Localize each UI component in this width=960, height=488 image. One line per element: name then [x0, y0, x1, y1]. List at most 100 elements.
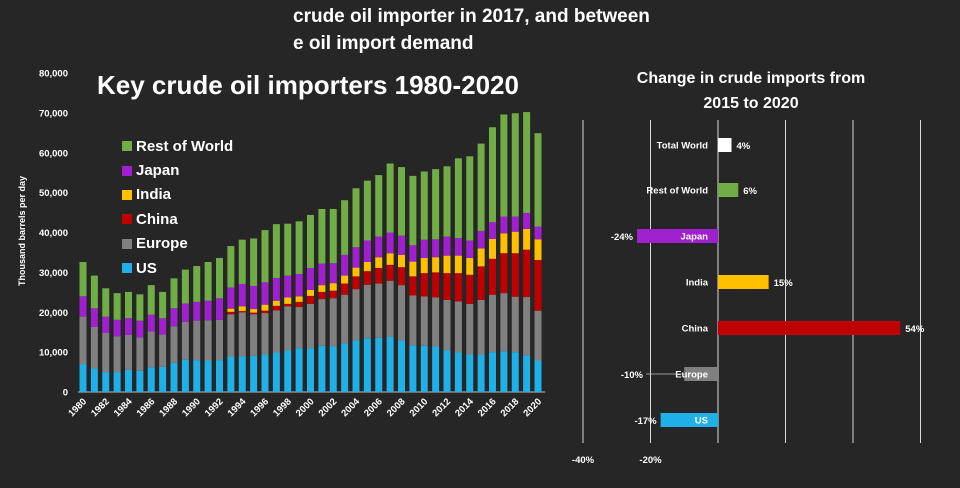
y-tick-label: 10,000	[39, 348, 68, 359]
x-tick-label: 2016	[476, 396, 499, 419]
bar-india-2006	[375, 257, 383, 268]
bar-rest-of-world-2010	[420, 171, 428, 240]
x-tick-label: 2002	[317, 396, 340, 419]
bar-us-1987	[159, 366, 167, 392]
header-line-2: e oil import demand	[293, 33, 474, 54]
bar-rest-of-world-1993	[227, 246, 235, 288]
bar-europe-2011	[432, 297, 440, 347]
value-label: -10%	[621, 370, 644, 381]
legend-swatch	[122, 141, 132, 152]
legend-swatch	[122, 189, 132, 200]
bar-india-1997	[272, 300, 280, 306]
bar-rest-of-world-1995	[250, 238, 258, 286]
bar-china-2013	[454, 273, 462, 302]
bar-us-1984	[125, 369, 132, 392]
bar-europe-2008	[398, 285, 405, 341]
bar-europe-2017	[500, 293, 508, 352]
bar-china-2005	[363, 271, 371, 285]
bar-rest-of-world-2012	[443, 166, 451, 237]
bar-us-2014	[466, 354, 474, 392]
bar-china-1998	[284, 303, 292, 307]
bar-rest-of-world-2007	[386, 163, 394, 233]
bar-europe-1984	[125, 334, 132, 370]
bar-us-1994	[238, 356, 246, 392]
bar-india-2016	[489, 238, 496, 259]
bar-us-1999	[295, 348, 303, 392]
bar-europe-1994	[238, 312, 246, 357]
bar-us-2004	[352, 340, 360, 392]
category-label: Rest of World	[646, 186, 708, 197]
bar-china-1995	[250, 312, 258, 315]
bar-us-2019	[523, 355, 531, 392]
bar-china-2017	[500, 253, 508, 294]
legend: Rest of World Japan India China Europe US	[122, 134, 233, 280]
bar-rest-of-world-2000	[307, 214, 314, 268]
bar-japan-1988	[170, 308, 178, 327]
bar-europe-2009	[409, 295, 417, 346]
bar-europe-1995	[250, 314, 258, 356]
legend-item: China	[122, 207, 233, 231]
legend-label: India	[136, 186, 172, 204]
x-tick-label: 1990	[180, 396, 203, 419]
bar-europe-1983	[113, 336, 121, 373]
bar-rest-of-world-1999	[295, 221, 303, 274]
bar-us-1993	[227, 356, 235, 392]
x-tick-label: 1988	[157, 396, 180, 419]
legend-item: India	[122, 183, 233, 207]
bar-us-2015	[477, 354, 485, 392]
bar-japan-2000	[307, 267, 314, 290]
bar-india-2017	[500, 233, 508, 254]
bar-india-1993	[227, 308, 235, 312]
bar-india-1998	[284, 297, 292, 304]
bar-rest-of-world-2015	[477, 143, 485, 231]
x-tick-label: 2004	[339, 396, 362, 419]
bar-rest-of-world-1982	[102, 288, 110, 317]
bar-india-2020	[534, 239, 542, 261]
bar-china-2006	[375, 267, 383, 284]
bar-us-2010	[420, 345, 428, 392]
category-label: China	[682, 324, 709, 335]
bar-europe	[684, 367, 718, 381]
right-chart-title: Change in crude imports from 2015 to 202…	[600, 66, 902, 116]
bar-us-2005	[363, 338, 371, 392]
value-label: -24%	[611, 232, 634, 243]
bar-rest-of-world-2002	[329, 208, 337, 264]
bar-china-2007	[386, 264, 394, 281]
legend-label: Japan	[136, 162, 180, 180]
bar-europe-2020	[534, 310, 542, 361]
bar-us-2001	[318, 345, 326, 392]
bar-us-2000	[307, 348, 314, 392]
bar-india-1994	[238, 306, 246, 312]
bar-europe-1997	[272, 310, 280, 353]
bar-us-1990	[193, 360, 201, 392]
bar-china-1999	[295, 301, 303, 308]
bar-japan-2007	[386, 232, 394, 254]
bar-india-2007	[386, 253, 394, 265]
bar-rest-of-world-1984	[125, 291, 132, 319]
x-tick-label: 2008	[385, 396, 408, 419]
bar-japan-2002	[329, 263, 337, 284]
bar-europe-1998	[284, 306, 292, 351]
bar-rest-of-world-2013	[454, 158, 462, 239]
legend-swatch	[122, 165, 132, 176]
bar-rest-of-world-1996	[261, 230, 269, 283]
bar-rest-of-world-2004	[352, 188, 360, 248]
x-tick-label: 1994	[226, 396, 249, 419]
bar-china-2008	[398, 267, 405, 286]
y-tick-label: 80,000	[39, 69, 68, 80]
bar-europe-1993	[227, 314, 235, 357]
bar-japan-1997	[272, 277, 280, 301]
header-line-1: crude oil importer in 2017, and between	[293, 6, 650, 27]
bar-china-2002	[329, 290, 337, 299]
bar-japan-1990	[193, 301, 201, 321]
legend-item: Rest of World	[122, 134, 233, 158]
bar-rest-of-world-1980	[79, 262, 87, 297]
bar-us-2002	[329, 346, 337, 392]
bar-japan	[637, 229, 718, 243]
bar-europe-1999	[295, 307, 303, 349]
bar-japan-1983	[113, 319, 121, 337]
bar-japan-2015	[477, 230, 485, 249]
legend-label: Rest of World	[136, 137, 234, 155]
bar-japan-2005	[363, 240, 371, 263]
